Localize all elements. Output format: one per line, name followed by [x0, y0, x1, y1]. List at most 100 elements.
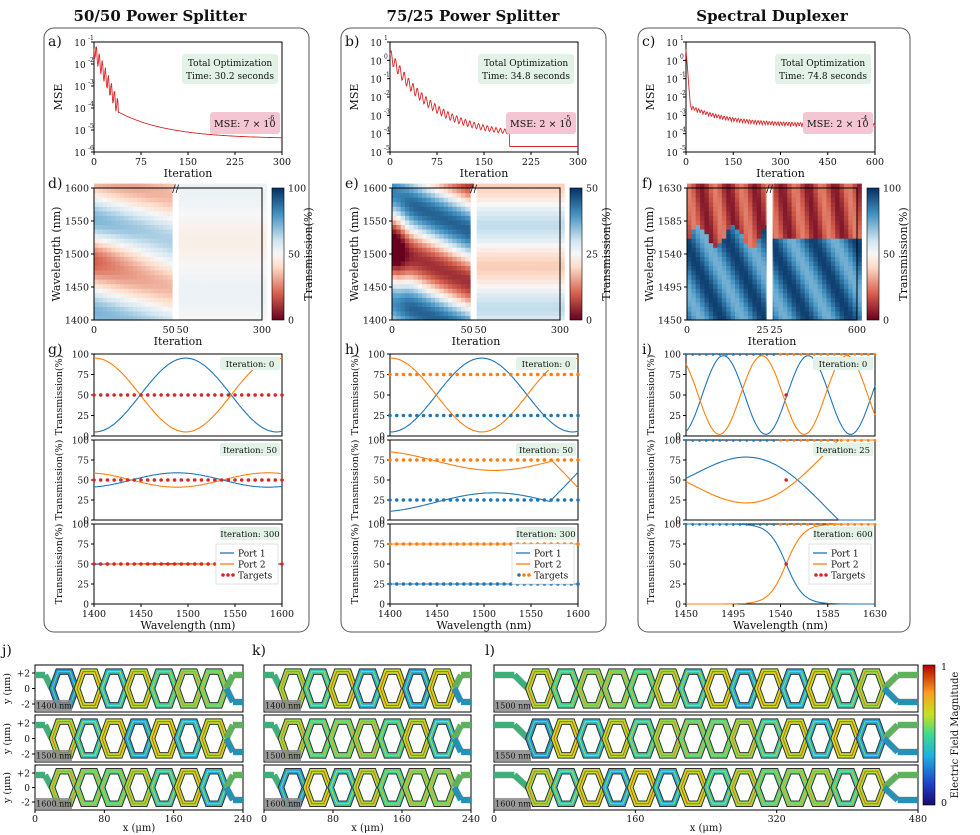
heatmap-cell-d: [175, 183, 181, 189]
heatmap-cell-e: [551, 247, 557, 253]
target-dot-h: [408, 542, 412, 546]
heatmap-cell-e: [516, 183, 522, 189]
heatmap-cell-f: [774, 315, 780, 321]
heatmap-cell-f: [739, 270, 745, 276]
heatmap-cell-f: [704, 197, 710, 203]
heatmap-cell-e: [542, 274, 548, 280]
heatmap-cell-e: [460, 306, 466, 312]
heatmap-cell-e: [525, 301, 531, 307]
heatmap-cell-d: [197, 220, 203, 226]
heatmap-cell-d: [98, 247, 104, 253]
heatmap-cell-d: [137, 233, 142, 239]
heatmap-cell-e: [508, 256, 514, 262]
heatmap-cell-d: [184, 224, 190, 230]
heatmap-cell-d: [236, 301, 241, 307]
heatmap-cell-e: [465, 251, 471, 257]
heatmap-cell-d: [119, 301, 125, 307]
heatmap-cell-d: [137, 183, 142, 189]
heatmap-cell-e: [538, 265, 544, 271]
heatmap-cell-e: [508, 306, 514, 312]
target-dot-i: [806, 523, 809, 526]
heatmap-cell-d: [132, 238, 138, 244]
heatmap-cell-d: [128, 270, 134, 276]
heatmap-cell-e: [538, 288, 544, 294]
heatmap-cell-f: [852, 229, 858, 235]
target-dot-i: [779, 353, 782, 356]
heatmap-cell-f: [774, 210, 780, 216]
heatmap-cell-f: [787, 229, 793, 235]
heatmap-cell-f: [721, 283, 727, 289]
heatmap-cell-d: [115, 192, 121, 198]
heatmap-cell-d: [128, 201, 134, 207]
heatmap-cell-e: [508, 192, 514, 198]
heatmap-cell-f: [717, 220, 723, 226]
heatmap-cell-f: [782, 210, 788, 216]
wavelength-tag-k: [265, 750, 301, 761]
heatmap-cell-e: [413, 288, 419, 294]
heatmap-cell-e: [538, 297, 544, 303]
heatmap-cell-e: [413, 315, 419, 321]
heatmap-cell-d: [111, 265, 117, 271]
heatmap-cell-d: [253, 311, 259, 317]
heatmap-cell-e: [404, 233, 410, 239]
waveguide-edge-j: [223, 686, 237, 704]
heatmap-cell-d: [193, 265, 198, 271]
mse-ytick-label-c: 10: [666, 94, 678, 104]
heatmap-cell-f: [809, 224, 814, 230]
heatmap-cell-f: [713, 270, 719, 276]
heatmap-cell-e: [452, 220, 458, 226]
heatmap-cell-d: [244, 247, 250, 253]
heatmap-cell-e: [491, 292, 496, 298]
heatmap-cell-e: [413, 270, 419, 276]
heatmap-cell-d: [206, 192, 211, 198]
heatmap-cell-d: [98, 288, 104, 294]
heatmap-cell-d: [227, 201, 233, 207]
heatmap-cell-d: [257, 283, 263, 289]
heatmap-cell-d: [111, 210, 117, 216]
heatmap-cell-f: [730, 220, 736, 226]
heatmap-cell-d: [244, 224, 250, 230]
heatmap-cell-e: [499, 247, 505, 253]
heatmap-cell-f: [857, 315, 862, 321]
heatmap-cell-f: [839, 270, 845, 276]
heatmap-cell-e: [426, 197, 432, 203]
heatmap-cell-e: [409, 247, 415, 253]
heatmap-cell-e: [551, 206, 557, 212]
heatmap-cell-d: [210, 274, 216, 280]
heatmap-cell-f: [730, 279, 736, 285]
heatmap-cell-e: [452, 251, 458, 257]
heatmap-cell-f: [839, 283, 845, 289]
heatmap-cell-d: [119, 188, 125, 194]
heatmap-cell-d: [94, 283, 99, 289]
heatmap-cell-d: [231, 206, 237, 212]
heatmap-cell-e: [443, 238, 449, 244]
heatmap-cell-f: [804, 183, 810, 189]
heatmap-cell-d: [150, 247, 155, 253]
heatmap-cell-e: [443, 301, 449, 307]
heatmap-cell-e: [551, 210, 557, 216]
heatmap-cell-d: [180, 192, 185, 198]
heatmap-cell-d: [244, 297, 250, 303]
trans-ytick-label-h: 75: [374, 541, 386, 551]
legend-swatch-h: [522, 573, 526, 577]
heatmap-cell-d: [210, 210, 216, 216]
heatmap-cell-e: [396, 251, 402, 257]
heatmap-cell-e: [422, 229, 427, 235]
heatmap-cell-e: [465, 306, 471, 312]
heatmap-cell-d: [115, 233, 121, 239]
heatmap-cell-f: [761, 270, 766, 276]
heatmap-cell-e: [547, 215, 552, 221]
heatmap-cell-e: [430, 188, 436, 194]
heatmap-cell-d: [180, 315, 185, 321]
heatmap-cell-e: [499, 251, 505, 257]
heatmap-cell-e: [456, 229, 462, 235]
heatmap-cell-e: [404, 311, 410, 317]
heatmap-cell-f: [839, 292, 845, 298]
heatmap-cell-f: [817, 188, 823, 194]
heatmap-cell-d: [180, 311, 185, 317]
heatmap-cell-d: [262, 201, 267, 207]
heatmap-cell-e: [555, 315, 561, 321]
heatmap-cell-e: [551, 301, 557, 307]
heatmap-cell-d: [197, 242, 203, 248]
heatmap-cell-e: [478, 233, 483, 239]
